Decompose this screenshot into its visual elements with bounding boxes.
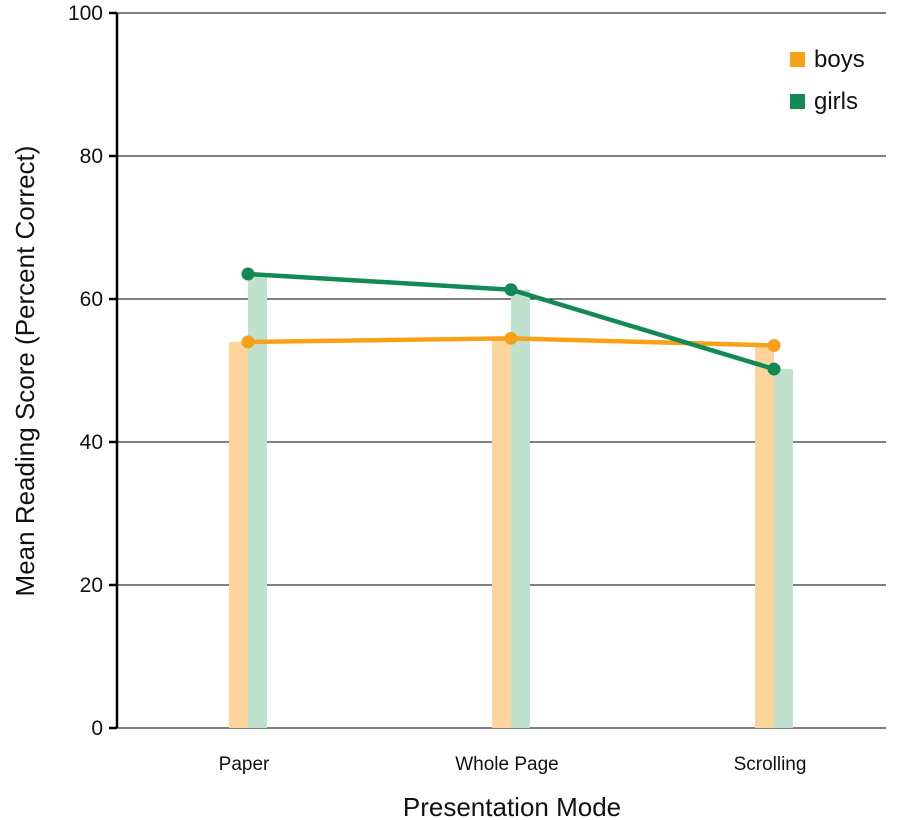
y-tick-label: 100 — [68, 2, 103, 25]
y-tick-label: 0 — [91, 717, 103, 740]
legend-label-boys: boys — [814, 46, 865, 73]
x-category-label: Scrolling — [734, 754, 807, 775]
x-category-labels: Paper Whole Page Scrolling — [219, 754, 807, 775]
y-tick-label: 40 — [80, 431, 103, 454]
bar-girls — [248, 273, 267, 728]
point-boys — [241, 335, 255, 349]
point-boys — [767, 338, 781, 352]
bar-girls — [511, 289, 530, 728]
legend: boys girls — [790, 46, 865, 115]
y-axis-title: Mean Reading Score (Percent Correct) — [10, 146, 40, 597]
y-axis: 0 20 40 60 80 100 — [68, 2, 119, 740]
legend-label-girls: girls — [814, 88, 858, 115]
point-girls — [504, 283, 518, 297]
x-category-label: Paper — [219, 754, 270, 775]
y-tick-label: 80 — [80, 145, 103, 168]
bar-boys — [755, 345, 774, 728]
legend-swatch-girls — [790, 94, 805, 109]
bar-boys — [229, 341, 248, 728]
point-boys — [504, 331, 518, 345]
y-tick-label: 20 — [80, 574, 103, 597]
x-category-label: Whole Page — [455, 754, 559, 775]
y-tick-label: 60 — [80, 288, 103, 311]
bars — [229, 273, 793, 728]
bar-girls — [774, 369, 793, 728]
x-axis-title: Presentation Mode — [403, 792, 621, 820]
bar-boys — [492, 338, 511, 728]
point-girls — [241, 267, 255, 281]
point-girls — [767, 362, 781, 376]
legend-swatch-boys — [790, 52, 805, 67]
series-points — [241, 267, 781, 376]
